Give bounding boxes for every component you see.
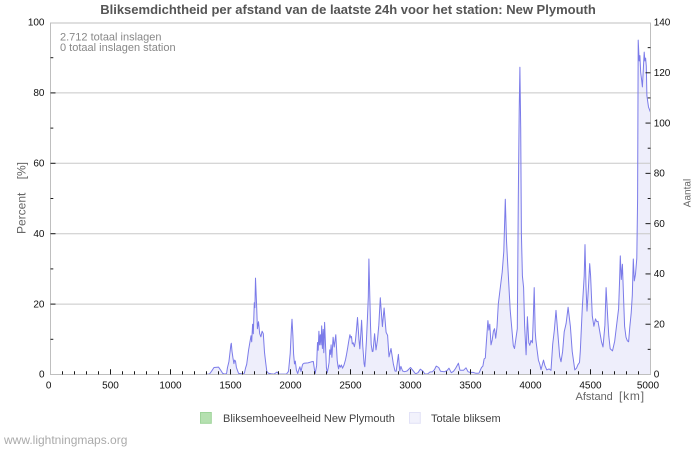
svg-text:100: 100 (654, 118, 671, 129)
svg-text:500: 500 (102, 380, 119, 391)
svg-text:Aantal: Aantal (683, 179, 694, 207)
svg-text:1500: 1500 (219, 380, 242, 391)
svg-text:40: 40 (33, 229, 45, 240)
svg-text:Afstand: Afstand (576, 391, 613, 403)
svg-text:100: 100 (28, 18, 45, 29)
svg-text:Percent [%]: Percent [%] (15, 162, 29, 234)
svg-text:60: 60 (33, 159, 45, 170)
svg-text:2500: 2500 (339, 380, 362, 391)
svg-text:80: 80 (33, 88, 45, 99)
svg-text:3500: 3500 (459, 380, 482, 391)
svg-text:60: 60 (654, 219, 666, 230)
svg-text:0 totaal inslagen station: 0 totaal inslagen station (60, 42, 176, 54)
svg-text:2000: 2000 (279, 380, 302, 391)
svg-text:1000: 1000 (159, 380, 182, 391)
svg-text:0: 0 (654, 370, 660, 381)
svg-text:3000: 3000 (399, 380, 422, 391)
svg-text:80: 80 (654, 169, 666, 180)
svg-text:Bliksemdichtheid per afstand v: Bliksemdichtheid per afstand van de laat… (100, 2, 596, 17)
svg-text:4500: 4500 (579, 380, 602, 391)
svg-text:[km]: [km] (619, 389, 645, 403)
svg-text:4000: 4000 (519, 380, 542, 391)
svg-text:Bliksemhoeveelheid New Plymout: Bliksemhoeveelheid New Plymouth (223, 413, 395, 425)
svg-text:40: 40 (654, 269, 666, 280)
svg-text:0: 0 (39, 370, 45, 381)
svg-text:20: 20 (654, 319, 666, 330)
svg-text:5000: 5000 (637, 380, 660, 391)
svg-text:140: 140 (654, 18, 671, 29)
svg-text:2.712 totaal inslagen: 2.712 totaal inslagen (60, 31, 162, 43)
svg-text:120: 120 (654, 68, 671, 79)
svg-text:Totale bliksem: Totale bliksem (431, 413, 501, 425)
svg-text:www.lightningmaps.org: www.lightningmaps.org (3, 433, 127, 447)
svg-text:20: 20 (33, 299, 45, 310)
svg-text:0: 0 (46, 380, 52, 391)
